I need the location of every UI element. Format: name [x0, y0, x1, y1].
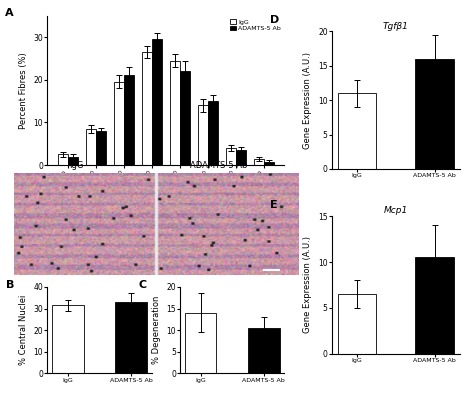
- Bar: [208, 101, 218, 165]
- Bar: [226, 148, 236, 165]
- Text: E: E: [270, 200, 278, 209]
- Bar: [152, 39, 162, 165]
- Text: IgG: IgG: [70, 161, 84, 170]
- Bar: [68, 156, 78, 165]
- Bar: [198, 105, 208, 165]
- Y-axis label: Gene Expression (A.U.): Gene Expression (A.U.): [303, 237, 312, 333]
- Bar: [254, 159, 264, 165]
- Bar: [115, 302, 147, 373]
- Bar: [264, 162, 273, 165]
- Bar: [415, 257, 454, 354]
- Y-axis label: Percent Fibres (%): Percent Fibres (%): [19, 52, 28, 129]
- Title: Mcp1: Mcp1: [383, 206, 408, 215]
- Bar: [180, 71, 190, 165]
- Bar: [248, 328, 280, 373]
- Y-axis label: % Degeneration: % Degeneration: [152, 296, 161, 364]
- X-axis label: Minimal Feret's dimater (μm): Minimal Feret's dimater (μm): [105, 191, 227, 199]
- Legend: IgG, ADAMTS-5 Ab: IgG, ADAMTS-5 Ab: [230, 19, 281, 32]
- Text: B: B: [6, 280, 14, 290]
- Bar: [236, 150, 246, 165]
- Bar: [86, 129, 96, 165]
- Text: C: C: [138, 280, 146, 290]
- Bar: [124, 75, 134, 165]
- Bar: [52, 305, 84, 373]
- Bar: [96, 131, 106, 165]
- Y-axis label: % Central Nuclei: % Central Nuclei: [19, 295, 28, 365]
- Bar: [185, 313, 217, 373]
- Bar: [337, 294, 376, 354]
- Text: ADAMTS-5 Ab: ADAMTS-5 Ab: [190, 161, 248, 170]
- Text: A: A: [5, 8, 13, 18]
- Bar: [114, 82, 124, 165]
- Bar: [170, 61, 180, 165]
- Bar: [337, 94, 376, 169]
- Title: Tgfβ1: Tgfβ1: [383, 22, 409, 31]
- Bar: [58, 154, 68, 165]
- Bar: [142, 52, 152, 165]
- Y-axis label: Gene Expression (A.U.): Gene Expression (A.U.): [303, 52, 312, 149]
- Text: D: D: [270, 15, 280, 25]
- Bar: [415, 59, 454, 169]
